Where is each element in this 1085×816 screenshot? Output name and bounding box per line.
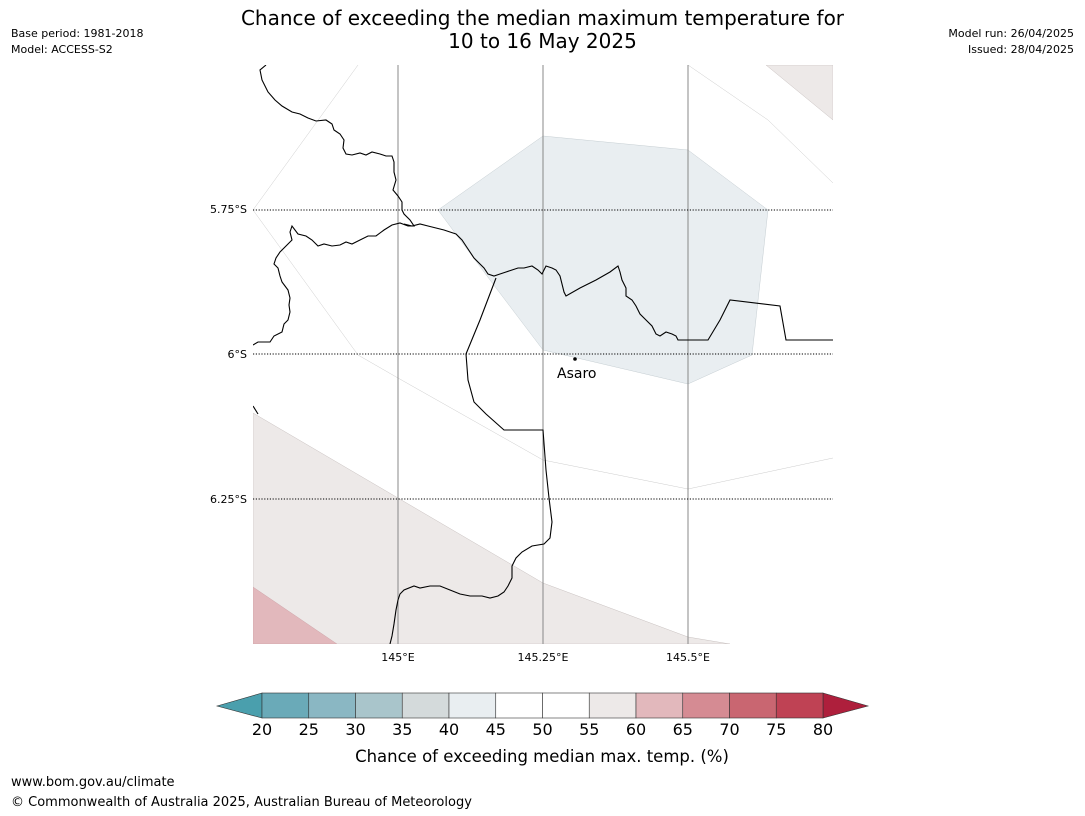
lat-label-6s: 6°S — [228, 348, 247, 361]
footer-copyright: © Commonwealth of Australia 2025, Austra… — [11, 795, 472, 810]
colorbar-tick-label: 45 — [486, 720, 506, 739]
colorbar-under-arrow — [215, 692, 263, 719]
colorbar-tick-label: 50 — [532, 720, 552, 739]
contour-line — [687, 65, 833, 184]
issued-text: Issued: 28/04/2025 — [967, 43, 1074, 56]
colorbar-tick-label: 80 — [813, 720, 833, 739]
colorbar-cell — [682, 692, 730, 719]
lon-label-145-5e: 145.5°E — [666, 651, 710, 664]
contour-line — [253, 209, 833, 490]
asaro-town-marker — [573, 357, 577, 361]
province-border-central — [403, 223, 833, 341]
colorbar-cell — [495, 692, 543, 719]
band-60-65-region — [253, 586, 338, 644]
colorbar-cell — [401, 692, 450, 719]
colorbar-tick-label: 35 — [392, 720, 412, 739]
footer-url: www.bom.gov.au/climate — [11, 775, 175, 790]
province-border-southern — [389, 277, 553, 644]
colorbar-tick-label: 70 — [719, 720, 739, 739]
colorbar-cell — [775, 692, 824, 719]
title-line-2: 10 to 16 May 2025 — [448, 29, 637, 53]
band-40-45-region — [437, 135, 769, 385]
colorbar-cell — [308, 692, 356, 719]
lon-label-145e: 145°E — [381, 651, 414, 664]
colorbar-tick-label: 60 — [626, 720, 646, 739]
province-border-west — [253, 405, 259, 415]
base-period-text: Base period: 1981-2018 — [11, 27, 144, 40]
colorbar-tick-label: 20 — [252, 720, 272, 739]
province-border-north — [253, 65, 416, 346]
title-line-1: Chance of exceeding the median maximum t… — [240, 6, 845, 30]
contour-line — [253, 65, 359, 211]
band-55-60-region-northeast — [765, 65, 833, 121]
model-text: Model: ACCESS-S2 — [11, 43, 113, 56]
colorbar-tick-label: 55 — [579, 720, 599, 739]
colorbar-cell — [588, 692, 637, 719]
metadata-right: Model run: 26/04/2025 Issued: 28/04/2025 — [948, 26, 1074, 58]
asaro-town-label: Asaro — [557, 366, 596, 382]
model-run-text: Model run: 26/04/2025 — [948, 27, 1074, 40]
colorbar-cell — [542, 692, 590, 719]
lon-label-145-25e: 145.25°E — [518, 651, 569, 664]
page-title: Chance of exceeding the median maximum t… — [200, 7, 885, 53]
colorbar-cell — [448, 692, 497, 719]
colorbar-tick-label: 65 — [673, 720, 693, 739]
colorbar-cell — [261, 692, 310, 719]
colorbar-cell — [729, 692, 777, 719]
colorbar-label: Chance of exceeding median max. temp. (%… — [355, 747, 729, 766]
colorbar-tick-label: 25 — [299, 720, 319, 739]
colorbar: 20 25 30 35 40 45 50 55 60 65 70 75 80 — [215, 692, 870, 739]
colorbar-over-arrow — [822, 692, 870, 719]
colorbar-tick-label: 30 — [345, 720, 365, 739]
colorbar-cell — [635, 692, 684, 719]
band-55-60-region-southwest — [253, 412, 731, 644]
map-area — [253, 65, 833, 644]
lat-label-5-75s: 5.75°S — [210, 203, 247, 216]
lat-label-6-25s: 6.25°S — [210, 493, 247, 506]
metadata-left: Base period: 1981-2018 Model: ACCESS-S2 — [11, 26, 143, 58]
colorbar-tick-label: 40 — [439, 720, 459, 739]
colorbar-cell — [355, 692, 403, 719]
colorbar-tick-label: 75 — [766, 720, 786, 739]
